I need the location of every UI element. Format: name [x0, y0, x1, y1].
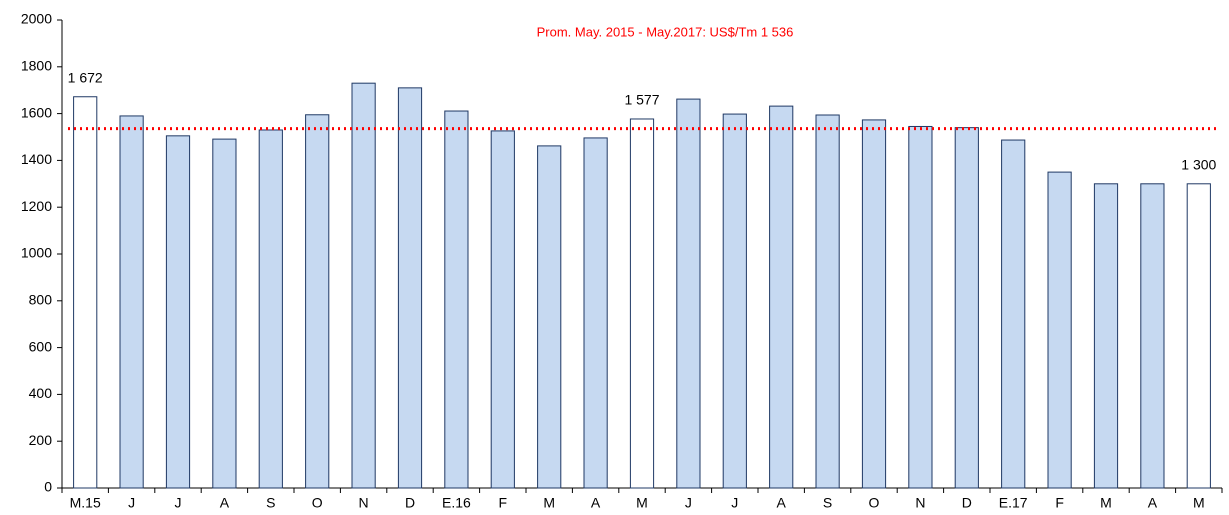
x-tick-label: A: [1148, 495, 1158, 511]
x-tick-label: M: [543, 495, 555, 511]
value-label: 1 672: [68, 69, 103, 85]
y-tick-label: 0: [44, 479, 52, 495]
bar: [583, 137, 608, 489]
y-tick-label: 1200: [21, 198, 52, 214]
y-tick-label: 1000: [21, 245, 52, 261]
bar: [73, 96, 98, 489]
bar: [861, 119, 887, 489]
x-tick-label: N: [915, 495, 925, 511]
y-tick-label: 1800: [21, 58, 52, 74]
bar: [954, 127, 979, 489]
x-tick-label: J: [128, 495, 135, 511]
x-tick-label: N: [359, 495, 369, 511]
bar: [1140, 183, 1165, 489]
bar: [351, 82, 376, 489]
x-tick-label: D: [405, 495, 415, 511]
y-tick-label: 400: [29, 385, 53, 401]
bar: [1093, 183, 1119, 489]
value-label: 1 577: [624, 92, 659, 108]
y-tick-label: 1400: [21, 151, 52, 167]
bar: [397, 87, 423, 489]
bar: [537, 145, 562, 489]
x-tick-label: S: [823, 495, 832, 511]
y-tick-label: 600: [29, 338, 53, 354]
x-tick-label: O: [312, 495, 323, 511]
y-tick-label: 2000: [21, 11, 52, 27]
bar: [258, 129, 283, 489]
x-tick-label: A: [777, 495, 787, 511]
bar: [629, 118, 655, 489]
bar: [1047, 171, 1072, 489]
x-tick-label: M: [1100, 495, 1112, 511]
x-tick-label: F: [1055, 495, 1064, 511]
x-tick-label: D: [962, 495, 972, 511]
x-tick-label: M: [1193, 495, 1205, 511]
x-tick-label: J: [175, 495, 182, 511]
y-tick-label: 1600: [21, 104, 52, 120]
bar: [165, 135, 191, 489]
bar: [490, 130, 515, 489]
y-tick-label: 200: [29, 432, 53, 448]
bar: [769, 105, 794, 489]
bar: [676, 98, 701, 489]
bar: [815, 114, 840, 489]
x-tick-label: E.16: [442, 495, 471, 511]
y-tick-label: 800: [29, 292, 53, 308]
x-tick-label: S: [266, 495, 275, 511]
bar: [722, 113, 747, 489]
bar: [1186, 183, 1211, 489]
x-tick-label: J: [731, 495, 738, 511]
x-tick-label: M.15: [70, 495, 101, 511]
x-tick-label: J: [685, 495, 692, 511]
x-tick-label: E.17: [999, 495, 1028, 511]
bar: [1001, 139, 1026, 489]
bar: [305, 114, 330, 489]
x-tick-label: M: [636, 495, 648, 511]
reference-label: Prom. May. 2015 - May.2017: US$/Tm 1 536: [537, 24, 794, 39]
bar: [212, 138, 237, 489]
x-tick-label: A: [591, 495, 601, 511]
x-tick-label: A: [220, 495, 230, 511]
x-tick-label: F: [499, 495, 508, 511]
bar: [908, 125, 933, 489]
bar: [444, 110, 469, 489]
bar: [119, 115, 144, 489]
value-label: 1 300: [1181, 157, 1216, 173]
x-tick-label: O: [869, 495, 880, 511]
